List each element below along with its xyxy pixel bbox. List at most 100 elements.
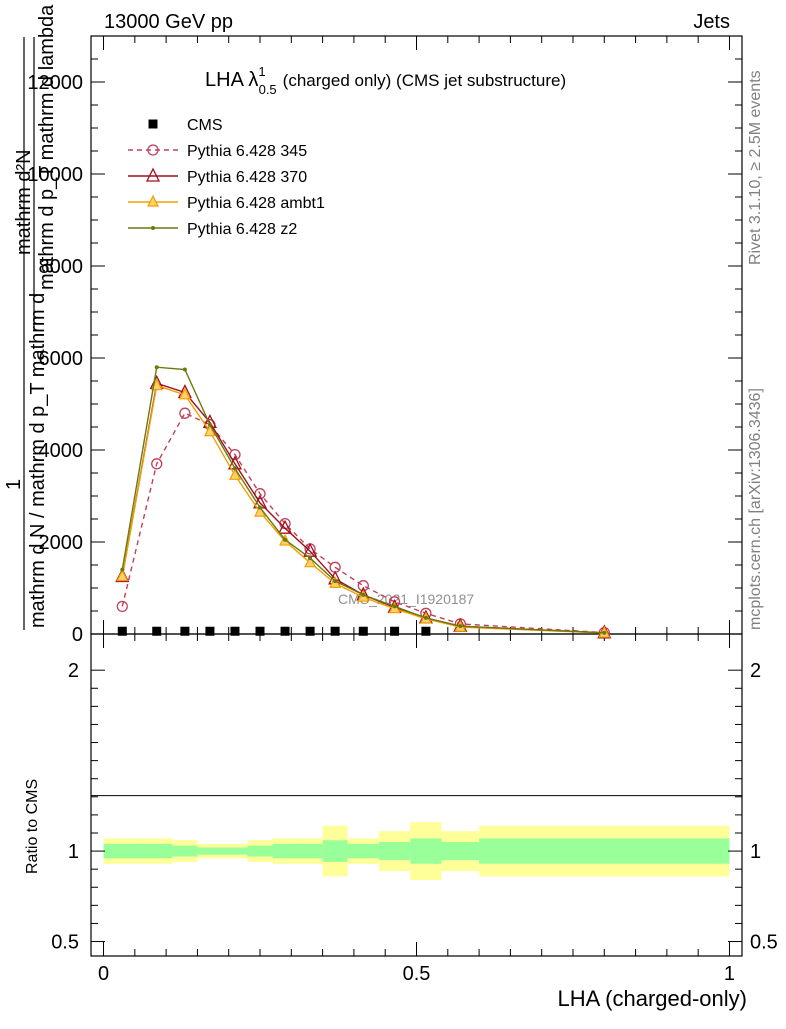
header-left: 13000 GeV pp [104, 11, 233, 33]
ratio-y-tick-label-right: 0.5 [750, 932, 778, 954]
y-tick-label: 0 [72, 624, 83, 646]
legend-entry: Pythia 6.428 z2 [128, 221, 297, 238]
data-marker-dot [120, 567, 125, 572]
data-marker-triangle [277, 519, 293, 534]
ratio-y-tick-label-right: 1 [750, 841, 761, 863]
series-cms [117, 626, 431, 636]
legend-label: Pythia 6.428 z2 [187, 221, 297, 238]
watermark: CMS_2021_I1920187 [338, 591, 474, 607]
ylabel-denom: mathrm d p_T mathrm d lambda [36, 4, 58, 290]
data-marker-square [205, 626, 215, 636]
x-tick-label: 1 [724, 963, 735, 985]
x-axis-label: LHA (charged-only) [557, 986, 747, 1011]
data-marker-dot [602, 630, 607, 635]
plot-title-rest: (charged only) (CMS jet substructure) [283, 71, 566, 90]
ratio-bands [103, 822, 730, 881]
legend-entry: CMS [148, 117, 223, 134]
data-marker-dot [232, 466, 237, 471]
y-tick-label: 10000 [27, 164, 83, 186]
main-axis-ticks: 0 2000 4000 6000 8000 10000 12000 [27, 35, 742, 646]
y-tick-label: 8000 [39, 256, 84, 278]
data-marker-square [255, 626, 265, 636]
series-line [121, 366, 605, 634]
ratio-inner-band [172, 845, 198, 857]
data-marker-square [305, 626, 315, 636]
data-marker-square [148, 119, 158, 129]
data-marker-circle [151, 458, 163, 470]
data-marker-dot [361, 592, 366, 597]
ratio-inner-band [410, 838, 442, 864]
ratio-ylabel: Ratio to CMS [24, 779, 41, 874]
ratio-y-tick-label: 0.5 [51, 932, 79, 954]
data-marker-dot [423, 615, 428, 620]
ratio-inner-band [103, 843, 142, 859]
data-marker-dot [258, 505, 263, 510]
series-line [121, 384, 605, 634]
x-tick-label: 0.5 [403, 963, 431, 985]
legend-label: Pythia 6.428 ambt1 [187, 195, 325, 212]
ylabel-numer: mathrm d²N [13, 149, 35, 255]
ylabel-prefix-denom: mathrm d N / mathrm d p_T mathrm d [27, 293, 49, 628]
ratio-y-tick-label: 2 [68, 660, 79, 682]
data-marker-dot [308, 556, 313, 561]
data-marker-circle [254, 488, 266, 500]
data-marker-filled-triangle [147, 194, 159, 207]
ratio-inner-band [322, 840, 348, 862]
data-marker-square [152, 626, 162, 636]
legend-label: Pythia 6.428 345 [187, 143, 307, 160]
data-marker-dot [182, 367, 187, 372]
ratio-inner-band [222, 847, 248, 855]
series-pythia-6-428-z2 [120, 365, 607, 635]
data-marker-filled-triangle [229, 467, 241, 480]
legend-entry: Pythia 6.428 345 [128, 143, 307, 160]
data-marker-filled-triangle [304, 555, 317, 568]
data-marker-square [358, 626, 368, 636]
y-tick-label: 2000 [39, 532, 84, 554]
y-tick-label: 6000 [39, 348, 84, 370]
ratio-inner-band [441, 842, 480, 861]
data-marker-square [421, 626, 431, 636]
y-tick-label: 12000 [27, 72, 83, 94]
ratio-inner-band [247, 845, 273, 857]
data-marker-dot [333, 579, 338, 584]
mcplots-label: mcplots.cern.ch [arXiv:1306.3436] [747, 388, 764, 630]
data-marker-circle [179, 407, 191, 419]
ratio-inner-band [297, 843, 323, 859]
series-pythia-6-428-ambt1 [116, 378, 611, 638]
plot-title: LHA λ1 0.5 (charged only) (CMS jet substru… [205, 64, 566, 97]
legend-entry: Pythia 6.428 ambt1 [128, 194, 325, 212]
data-marker-dot [458, 624, 463, 629]
data-marker-square [280, 626, 290, 636]
legend-entry: Pythia 6.428 370 [128, 167, 307, 186]
data-marker-circle [147, 144, 159, 156]
data-marker-filled-triangle [203, 424, 216, 437]
ratio-inner-band [197, 847, 223, 855]
data-marker-dot [283, 537, 288, 542]
ratio-y-tick-label: 1 [68, 841, 79, 863]
y-tick-label: 4000 [39, 440, 84, 462]
header-right: Jets [693, 11, 730, 33]
ratio-inner-band [141, 843, 173, 859]
data-marker-dot [207, 422, 212, 427]
data-marker-triangle [145, 167, 161, 182]
data-marker-dot [392, 604, 397, 609]
data-marker-square [330, 626, 340, 636]
ratio-inner-band [347, 843, 379, 859]
data-marker-filled-triangle [178, 387, 191, 400]
ratio-inner-band [272, 843, 298, 859]
data-marker-square [230, 626, 240, 636]
data-marker-dot [154, 365, 159, 370]
data-marker-filled-triangle [116, 569, 129, 582]
ratio-axis-ticks: 0.5 0.5 1 1 2 2 0 0.5 1 [51, 634, 778, 985]
plot-title-main: LHA λ [205, 69, 258, 91]
legend: CMS Pythia 6.428 345 Pythia 6.428 370 Pythi… [128, 117, 325, 238]
plot-title-sup: 1 [258, 64, 265, 79]
main-ylabel: 1 mathrm d N / mathrm d p_T mathrm d mat… [3, 4, 58, 630]
data-marker-circle [116, 600, 128, 613]
data-marker-square [180, 626, 190, 636]
data-marker-square [117, 626, 127, 636]
ratio-inner-band [479, 838, 730, 864]
x-tick-label: 0 [98, 963, 109, 985]
ratio-y-tick-label-right: 2 [750, 660, 761, 682]
